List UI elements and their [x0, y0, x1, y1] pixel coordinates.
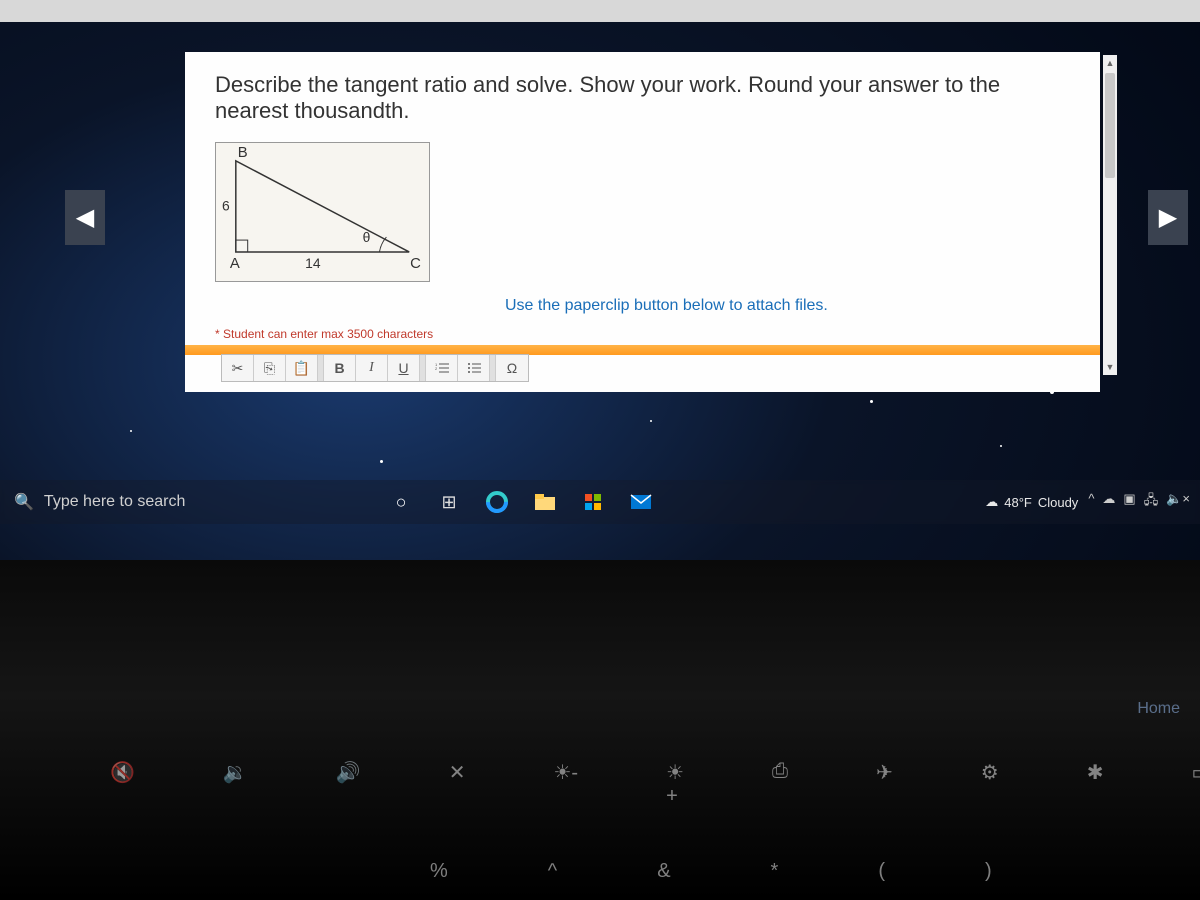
paste-button[interactable]: 📋	[286, 355, 318, 381]
svg-text:2: 2	[435, 366, 438, 371]
store-icon[interactable]	[572, 484, 614, 520]
cloud-icon: ☁	[985, 494, 998, 510]
weather-widget[interactable]: ☁ 48°F Cloudy	[985, 494, 1078, 510]
italic-button[interactable]: I	[356, 355, 388, 381]
triangle-figure: B A C 6 14 θ	[215, 142, 430, 282]
content-scrollbar[interactable]: ▲ ▼	[1103, 55, 1117, 375]
question-card: Describe the tangent ratio and solve. Sh…	[185, 52, 1100, 392]
file-explorer-icon[interactable]	[524, 484, 566, 520]
question-prompt: Describe the tangent ratio and solve. Sh…	[215, 72, 1070, 124]
kb-key: )	[985, 860, 992, 883]
kb-key: ⚙	[981, 760, 999, 808]
kb-home-label: Home	[1137, 700, 1180, 718]
search-icon: 🔍	[14, 492, 34, 512]
search-placeholder: Type here to search	[44, 493, 185, 511]
windows-taskbar: 🔍 Type here to search ○ ⊞ ☁ 48°F Cloudy …	[0, 480, 1200, 524]
kb-key: %	[430, 860, 448, 883]
special-char-button[interactable]: Ω	[496, 355, 528, 381]
kb-key: ▭	[1191, 760, 1200, 808]
next-question-button[interactable]: ▶	[1148, 190, 1188, 245]
chevron-right-icon: ▶	[1159, 203, 1177, 232]
kb-key: ✱	[1087, 760, 1104, 808]
kb-key: ☀+	[666, 760, 684, 808]
edge-icon[interactable]	[476, 484, 518, 520]
kb-key: 🔊	[336, 760, 361, 808]
char-limit-note: * Student can enter max 3500 characters	[215, 327, 1070, 341]
kb-key: ⎙	[772, 760, 788, 808]
kb-key: (	[878, 860, 885, 883]
angle-theta-label: θ	[363, 229, 371, 245]
mail-icon[interactable]	[620, 484, 662, 520]
system-tray: ☁ 48°F Cloudy ^ ☁ ▣ 🖧 🔈×	[985, 491, 1200, 513]
copy-button[interactable]: ⎘	[254, 355, 286, 381]
scroll-thumb[interactable]	[1105, 73, 1115, 178]
ordered-list-button[interactable]: 12	[426, 355, 458, 381]
kb-key: ✕	[449, 760, 466, 808]
side-ac-label: 14	[305, 255, 321, 271]
task-view-icon[interactable]: ⊞	[428, 484, 470, 520]
bold-button[interactable]: B	[324, 355, 356, 381]
editor-toolbar: ✂ ⎘ 📋 B I U 12 Ω	[221, 354, 529, 382]
volume-icon[interactable]: 🔈×	[1166, 491, 1190, 513]
physical-keyboard: 🔇 🔉 🔊 ✕ ☀- ☀+ ⎙ ✈ ⚙ ✱ ▭ ☆ % ^ & * ( ) Ho…	[0, 560, 1200, 900]
onedrive-icon[interactable]: ☁	[1102, 491, 1115, 513]
side-ab-label: 6	[222, 197, 230, 213]
underline-button[interactable]: U	[388, 355, 420, 381]
unordered-list-button[interactable]	[458, 355, 490, 381]
tray-chevron-icon[interactable]: ^	[1088, 491, 1094, 513]
kb-key: *	[771, 860, 779, 883]
browser-top-chrome	[0, 0, 1200, 22]
vertex-b-label: B	[238, 145, 248, 161]
kb-key: ☀-	[553, 760, 578, 808]
kb-key: 🔇	[110, 760, 135, 808]
kb-key: ✈	[876, 760, 893, 808]
prev-question-button[interactable]: ◀	[65, 190, 105, 245]
weather-temp: 48°F	[1004, 495, 1032, 510]
cortana-icon[interactable]: ○	[380, 484, 422, 520]
battery-icon[interactable]: ▣	[1123, 491, 1135, 513]
scroll-up-arrow[interactable]: ▲	[1103, 55, 1117, 71]
kb-key: &	[657, 860, 670, 883]
cut-button[interactable]: ✂	[222, 355, 254, 381]
vertex-a-label: A	[230, 256, 240, 272]
vertex-c-label: C	[410, 256, 421, 272]
taskbar-search[interactable]: 🔍 Type here to search	[0, 480, 380, 524]
kb-key: ^	[548, 860, 557, 883]
taskbar-pinned-apps: ○ ⊞	[380, 484, 662, 520]
chevron-left-icon: ◀	[76, 203, 94, 232]
weather-cond: Cloudy	[1038, 495, 1078, 510]
scroll-down-arrow[interactable]: ▼	[1103, 359, 1117, 375]
network-icon[interactable]: 🖧	[1144, 491, 1159, 513]
attach-files-hint: Use the paperclip button below to attach…	[505, 297, 828, 315]
kb-key: 🔉	[223, 760, 248, 808]
